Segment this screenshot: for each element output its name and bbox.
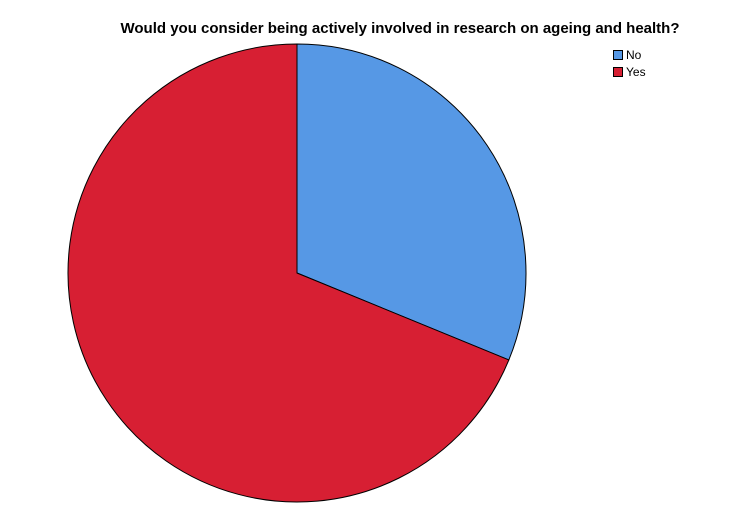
pie-slice-no: [296, 43, 527, 361]
pie-slice-yes: [67, 43, 510, 503]
legend-item-yes: Yes: [613, 63, 646, 80]
legend: No Yes: [613, 46, 646, 80]
legend-item-no: No: [613, 46, 646, 63]
legend-label-yes: Yes: [626, 64, 646, 79]
legend-swatch-no: [613, 49, 623, 60]
chart-title: Would you consider being actively involv…: [120, 20, 680, 37]
legend-label-no: No: [626, 47, 642, 62]
legend-swatch-yes: [613, 66, 623, 77]
